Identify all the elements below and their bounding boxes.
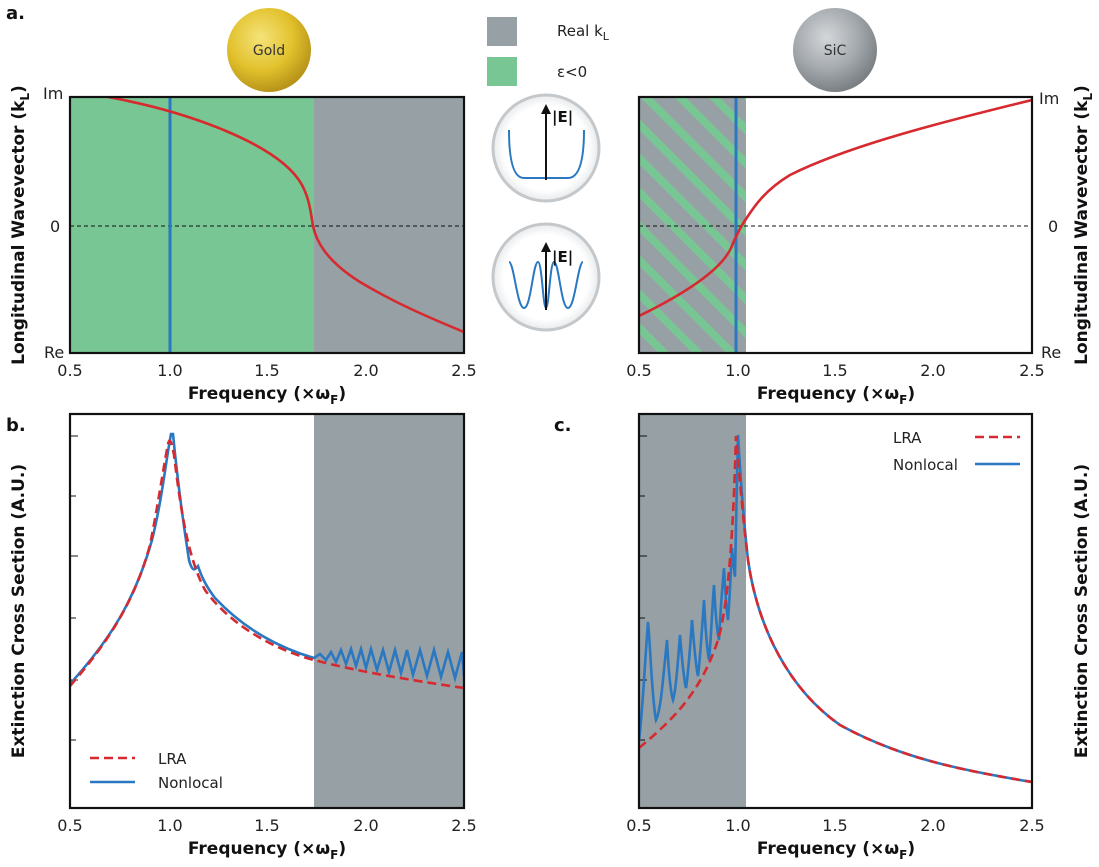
field-label-lower: |E|	[552, 248, 573, 267]
kl-curve-gold	[107, 97, 464, 334]
kl-curve-sic	[639, 98, 1032, 318]
xlabel-b: Frequency (×ωF)	[188, 839, 346, 862]
field-bubble-lower: |E|	[491, 222, 601, 332]
panel-b-gold: 0.5 1.0 1.5 2.0 2.5 Frequency (×ωF) Exti…	[9, 412, 477, 862]
panel-label-b: b.	[6, 415, 26, 436]
gold-sphere: Gold	[227, 8, 311, 92]
legend-swatch-eps-neg	[487, 57, 517, 86]
xtick-c-2.5: 2.5	[1019, 816, 1044, 835]
xtick-sic-2.0: 2.0	[920, 361, 945, 380]
region-real-kl-eps-neg-sic	[639, 97, 746, 353]
xtick-c-1.5: 1.5	[822, 816, 847, 835]
lra-curve-c	[639, 435, 1032, 784]
legend-b-nonlocal-label: Nonlocal	[158, 774, 223, 792]
sic-sphere: SiC	[793, 8, 877, 92]
region-real-kl-b	[314, 414, 464, 808]
xtick-b-1.0: 1.0	[157, 816, 182, 835]
legend-c-nonlocal-label: Nonlocal	[893, 456, 958, 474]
field-label-upper: |E|	[552, 108, 573, 127]
sic-sphere-label: SiC	[824, 43, 847, 59]
panel-a-gold: Im 0 Re 0.5 1.0 1.5 2.0 2.5 Frequency (×…	[9, 84, 477, 407]
panel-c-sic: 0.5 1.0 1.5 2.0 2.5 Frequency (×ωF) Exti…	[626, 412, 1092, 862]
ylabel-c: Extinction Cross Section (A.U.)	[1072, 464, 1092, 758]
axes-frame-a-gold	[68, 95, 466, 355]
nonlocal-curve-b	[70, 432, 464, 685]
axes-frame-c	[637, 412, 1034, 810]
ytick-re-gold: Re	[44, 343, 64, 362]
ylabel-a-sic: Longitudinal Wavevector (kL)	[1072, 85, 1095, 365]
xtick-gold-0.5: 0.5	[57, 361, 82, 380]
log-minor-ticks-c	[639, 435, 647, 741]
xlabel-a-gold: Frequency (×ωF)	[188, 384, 346, 407]
legend-c: LRA Nonlocal	[893, 429, 1020, 474]
ylabel-a-gold: Longitudinal Wavevector (kL)	[9, 85, 32, 365]
xtick-sic-2.5: 2.5	[1019, 361, 1044, 380]
panel-a-sic: Im 0 Re 0.5 1.0 1.5 2.0 2.5 Frequency (×…	[626, 85, 1095, 407]
ylabel-b: Extinction Cross Section (A.U.)	[9, 464, 29, 758]
ytick-re-sic: Re	[1041, 343, 1061, 362]
xtick-b-2.5: 2.5	[451, 816, 476, 835]
xtick-c-2.0: 2.0	[920, 816, 945, 835]
xtick-b-0.5: 0.5	[57, 816, 82, 835]
ytick-im-gold: Im	[43, 84, 63, 103]
xtick-b-2.0: 2.0	[353, 816, 378, 835]
xlabel-c: Frequency (×ωF)	[757, 839, 915, 862]
legend-b-lra-label: LRA	[158, 750, 187, 768]
region-eps-negative-gold	[70, 97, 314, 353]
xtick-gold-1.0: 1.0	[157, 361, 182, 380]
legend-c-lra-label: LRA	[893, 429, 922, 447]
xlabel-a-sic: Frequency (×ωF)	[757, 384, 915, 407]
legend-swatch-real-kl	[487, 17, 517, 46]
ytick-im-sic: Im	[1039, 89, 1059, 108]
xtick-gold-2.5: 2.5	[451, 361, 476, 380]
gold-sphere-label: Gold	[253, 43, 285, 59]
xtick-sic-0.5: 0.5	[626, 361, 651, 380]
xtick-sic-1.0: 1.0	[725, 361, 750, 380]
xtick-sic-1.5: 1.5	[822, 361, 847, 380]
region-real-kl-gold	[314, 97, 464, 353]
axes-frame-a-sic	[637, 95, 1034, 355]
xtick-gold-2.0: 2.0	[353, 361, 378, 380]
lra-curve-b	[70, 439, 464, 690]
panel-label-c: c.	[554, 415, 572, 436]
log-minor-ticks-b	[70, 435, 78, 741]
xtick-b-1.5: 1.5	[254, 816, 279, 835]
ytick-zero-gold: 0	[50, 217, 60, 236]
ytick-zero-sic: 0	[1048, 217, 1058, 236]
axes-frame-b	[68, 412, 466, 810]
xtick-c-0.5: 0.5	[626, 816, 651, 835]
panel-label-a: a.	[6, 3, 25, 24]
xtick-gold-1.5: 1.5	[254, 361, 279, 380]
legend-label-eps-neg: ε<0	[557, 63, 587, 81]
xtick-c-1.0: 1.0	[725, 816, 750, 835]
legend-b: LRA Nonlocal	[90, 750, 223, 792]
field-bubble-upper: |E|	[491, 93, 601, 203]
legend-label-real-kl: Real kL	[557, 22, 610, 43]
